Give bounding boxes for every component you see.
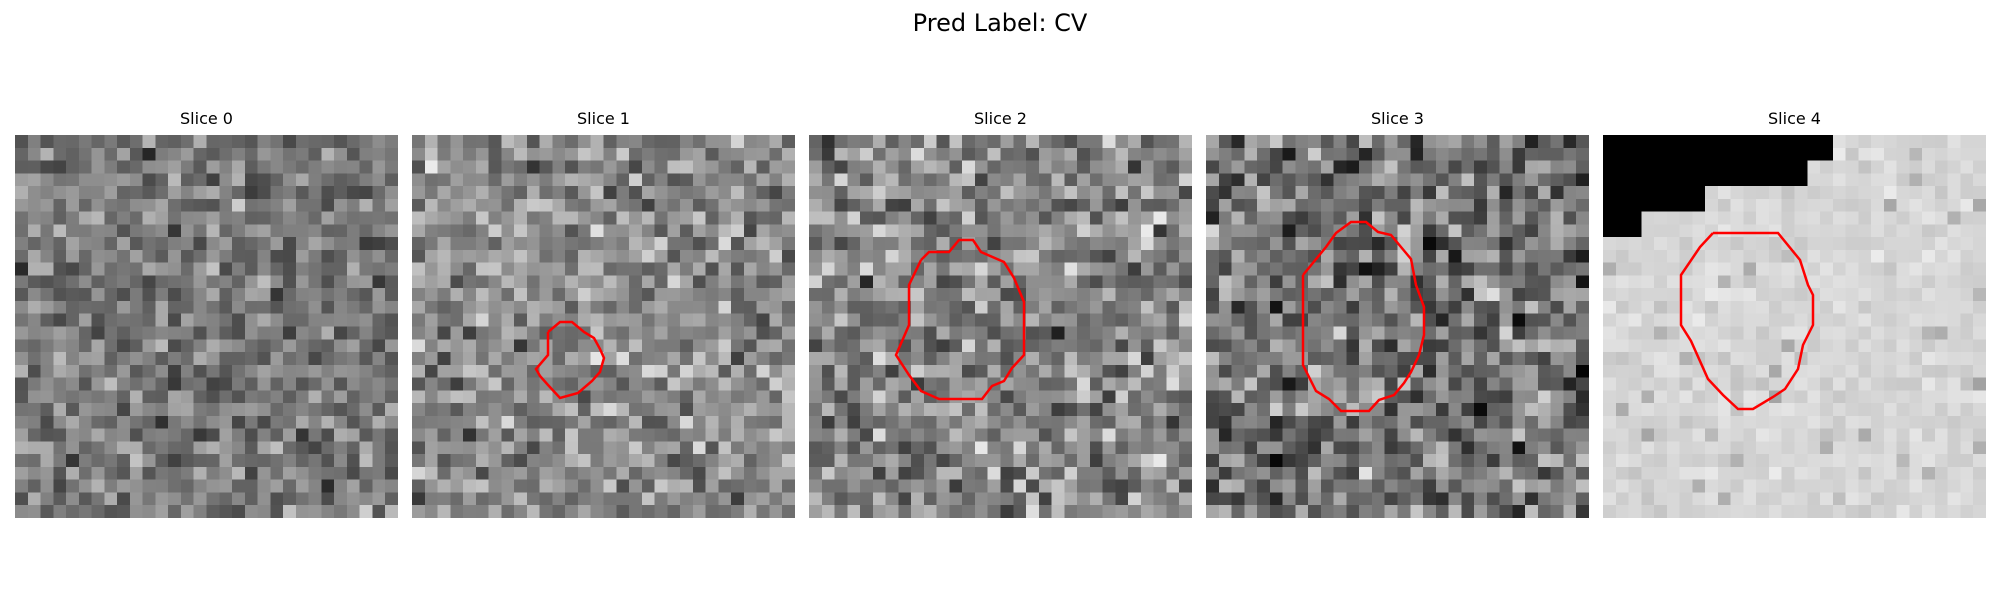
slice-title: Slice 2	[974, 109, 1027, 128]
slice-title: Slice 0	[180, 109, 233, 128]
slice-title: Slice 4	[1768, 109, 1821, 128]
slice-overlay	[534, 320, 606, 400]
slice-panel-3: Slice 3	[1206, 108, 1589, 518]
slice-overlay	[1679, 231, 1815, 411]
slice-image	[15, 135, 398, 518]
slice-title: Slice 3	[1371, 109, 1424, 128]
slice-overlay	[1301, 220, 1426, 413]
segmentation-contour	[1301, 220, 1426, 413]
slice-overlay	[15, 135, 398, 518]
slice-panel-0: Slice 0	[15, 108, 398, 518]
segmentation-contour	[1679, 231, 1815, 411]
slice-panel-2: Slice 2	[809, 108, 1192, 518]
segmentation-contour	[894, 238, 1026, 401]
slice-image	[1206, 135, 1589, 518]
slice-image	[809, 135, 1192, 518]
slice-panel-1: Slice 1	[412, 108, 795, 518]
slice-panel-4: Slice 4	[1603, 108, 1986, 518]
segmentation-contour	[534, 320, 606, 400]
slice-title: Slice 1	[577, 109, 630, 128]
slice-overlay	[894, 238, 1026, 401]
figure-title: Pred Label: CV	[912, 9, 1088, 37]
slice-image	[412, 135, 795, 518]
slice-image	[1603, 135, 1986, 518]
